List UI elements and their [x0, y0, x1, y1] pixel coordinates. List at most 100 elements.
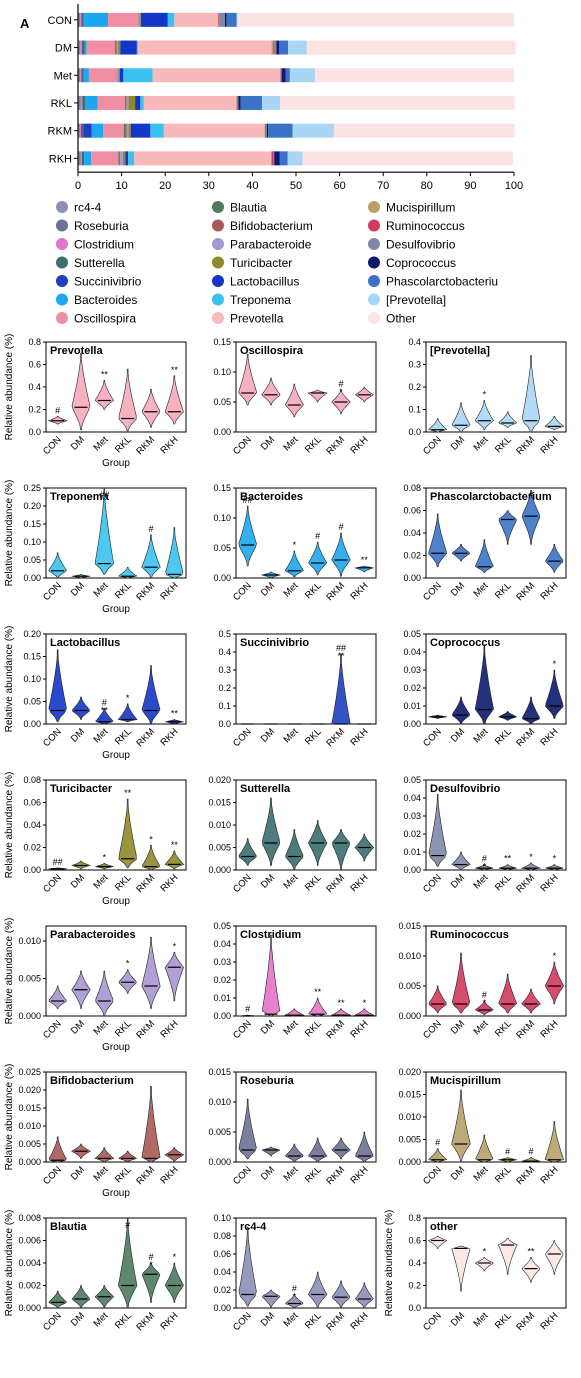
x-tick-label: CON	[41, 726, 64, 749]
x-tick-label: CON	[231, 434, 254, 457]
violin-shape	[49, 553, 67, 578]
x-tick-label: DM	[259, 726, 277, 744]
significance-mark: ##	[53, 857, 63, 867]
bar-segment-sutterella	[81, 13, 83, 27]
significance-mark: **	[337, 998, 345, 1008]
x-tick-label: DM	[259, 872, 277, 890]
significance-mark: *	[483, 1246, 487, 1256]
x-tick-label: RKL	[113, 726, 134, 747]
y-tick-label: 0.00	[403, 865, 421, 875]
significance-mark: **	[337, 651, 345, 661]
bar-segment-coprococcus	[267, 124, 268, 138]
legend-swatch	[56, 220, 68, 232]
violin-panel-mucispirillum: Mucispirillum0.0000.0050.0100.0150.020#C…	[398, 1067, 566, 1187]
y-tick-label: 0.00	[213, 1011, 231, 1021]
violin-shape	[96, 971, 113, 1016]
legend-swatch	[368, 275, 380, 287]
violin-shape	[308, 1272, 327, 1308]
bar-segment-parabacteroide	[139, 13, 140, 27]
bar-segment-prevotella	[290, 68, 315, 82]
y-tick-label: 0.01	[213, 993, 231, 1003]
bar-segment-prevotella	[262, 96, 280, 110]
significance-mark: *	[553, 951, 557, 961]
significance-mark: *	[126, 693, 130, 703]
x-tick-label: DM	[69, 726, 87, 744]
significance-mark: *	[103, 852, 107, 862]
bar-segment-turicibacter	[129, 96, 136, 110]
y-tick-label: 0.06	[403, 506, 421, 516]
bar-segment-desulfovibrio	[219, 13, 225, 27]
significance-mark: *	[149, 1260, 153, 1270]
x-tick-label: RKM	[324, 1310, 347, 1333]
significance-mark: **	[504, 854, 512, 864]
violin-shape	[119, 369, 136, 431]
x-tick-label: RKH	[538, 1164, 560, 1186]
x-tick-label: RKL	[493, 726, 514, 747]
bar-segment-desulfovibrio	[275, 41, 277, 55]
bar-segment-clostridium	[80, 13, 81, 27]
violin-shape	[499, 974, 517, 1013]
bar-segment-other	[315, 68, 514, 82]
bar-segment-blautia	[124, 124, 125, 138]
x-tick-label: 30	[203, 180, 215, 192]
x-tick-label: CON	[231, 726, 254, 749]
bar-segment-treponema	[128, 151, 134, 165]
violin-shape	[355, 1283, 373, 1308]
panel-title: Blautia	[50, 1221, 88, 1233]
y-tick-label: 0.4	[408, 337, 421, 347]
y-tick-label: 0.020	[398, 1067, 421, 1077]
x-tick-label: RKM	[514, 726, 537, 749]
bar-segment-roseburia	[79, 151, 80, 165]
x-tick-label: 60	[333, 180, 345, 192]
bar-segment-roseburia	[79, 68, 80, 82]
violin-shape	[263, 798, 280, 866]
y-tick-label: 0.015	[208, 798, 231, 808]
x-tick-label: RKL	[113, 434, 134, 455]
y-tick-label: 0.005	[398, 1135, 421, 1145]
violin-shape	[499, 865, 516, 870]
violin-shape	[95, 380, 114, 409]
bar-segment-ruminococcus	[265, 124, 266, 138]
x-tick-label: RKL	[303, 726, 324, 747]
y-tick-label: 0.06	[23, 798, 41, 808]
x-tick-label: RKL	[113, 1164, 134, 1185]
x-tick-label: DM	[69, 1310, 87, 1328]
legend-swatch	[212, 275, 224, 287]
bar-segment-blautia	[119, 151, 120, 165]
bar-segment-bifidobacterium	[115, 41, 116, 55]
x-tick-label: RKL	[113, 1310, 134, 1331]
violin-shape	[333, 1281, 350, 1308]
y-tick-label: 0.000	[208, 1157, 231, 1167]
legend-swatch	[56, 238, 68, 250]
legend-swatch	[212, 238, 224, 250]
bar-segment-ruminococcus	[218, 13, 219, 27]
y-tick-label: 0.005	[18, 1139, 41, 1149]
y-tick-label: 0.2	[218, 683, 231, 693]
violin-shape	[285, 384, 303, 417]
y-tick-label: 0.000	[18, 1157, 41, 1167]
violin-shape	[262, 378, 280, 405]
bar-segment-bifidobacterium	[125, 124, 127, 138]
y-tick-label: 0.004	[18, 1258, 41, 1268]
y-tick-label: 0.05	[213, 397, 231, 407]
x-tick-label: DM	[449, 580, 467, 598]
x-axis-label: Group	[102, 458, 130, 469]
x-tick-label: DM	[259, 1164, 277, 1182]
violin-shape	[262, 935, 280, 1016]
x-tick-label: DM	[259, 434, 277, 452]
bar-segment-roseburia	[79, 41, 80, 55]
x-tick-label: RKM	[134, 872, 157, 895]
bar-segment-lactobacillus	[120, 68, 123, 82]
x-tick-label: RKM	[514, 872, 537, 895]
violin-shape	[308, 390, 327, 402]
violin-shape	[545, 962, 563, 1004]
legend-label: [Prevotella]	[386, 293, 446, 307]
legend-label: Desulfovibrio	[386, 238, 456, 252]
x-tick-label: RKH	[158, 872, 180, 894]
bar-segment-treponema	[150, 124, 164, 138]
